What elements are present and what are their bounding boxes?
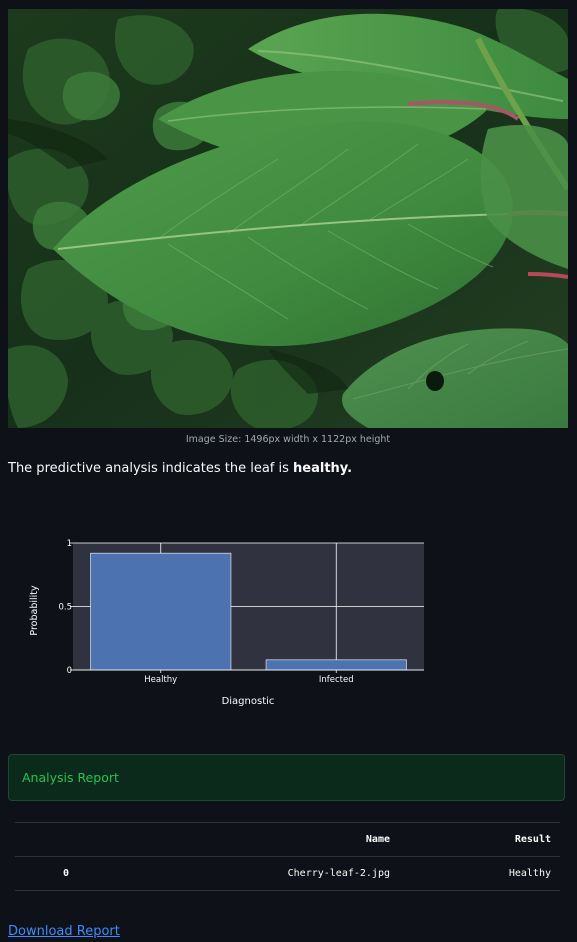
row-name: Cherry-leaf-2.jpg — [287, 868, 390, 879]
report-table: Name Result 0 Cherry-leaf-2.jpg Healthy — [15, 822, 560, 891]
table-header-row: Name Result — [15, 822, 560, 856]
image-caption: Image Size: 1496px width x 1122px height — [185, 434, 391, 445]
probability-chart: Healthy Infected 0 0.5 1 Diagnostic Probabil… — [8, 520, 568, 720]
analysis-report-banner: Analysis Report — [8, 754, 565, 801]
column-header-name: Name — [365, 834, 390, 845]
leaf-image — [8, 9, 568, 428]
y-axis-label: Probability — [29, 585, 40, 636]
y-tick-label: 1 — [67, 539, 72, 549]
analysis-result: healthy. — [293, 461, 353, 476]
analysis-report-title: Analysis Report — [22, 770, 119, 785]
chart-ticks: Healthy Infected 0 0.5 1 — [58, 539, 424, 685]
column-header-result: Result — [514, 834, 551, 845]
bar-healthy — [90, 552, 232, 671]
row-index: 0 — [63, 868, 70, 879]
x-tick-label: Healthy — [144, 675, 177, 685]
chart-bars — [90, 552, 407, 671]
row-result: Healthy — [508, 868, 551, 879]
x-axis-label: Diagnostic — [222, 696, 275, 707]
download-report-link[interactable]: Download Report — [8, 924, 120, 939]
x-tick-label: Infected — [319, 675, 354, 685]
y-tick-label: 0.5 — [58, 603, 72, 613]
analysis-result-text: The predictive analysis indicates the le… — [8, 461, 352, 476]
table-row: 0 Cherry-leaf-2.jpg Healthy — [15, 856, 560, 891]
chart-svg: Healthy Infected 0 0.5 1 Diagnostic Probabil… — [29, 539, 424, 707]
analysis-prefix: The predictive analysis indicates the le… — [8, 461, 294, 476]
y-tick-label: 0 — [67, 666, 72, 676]
bar-infected — [265, 659, 407, 671]
